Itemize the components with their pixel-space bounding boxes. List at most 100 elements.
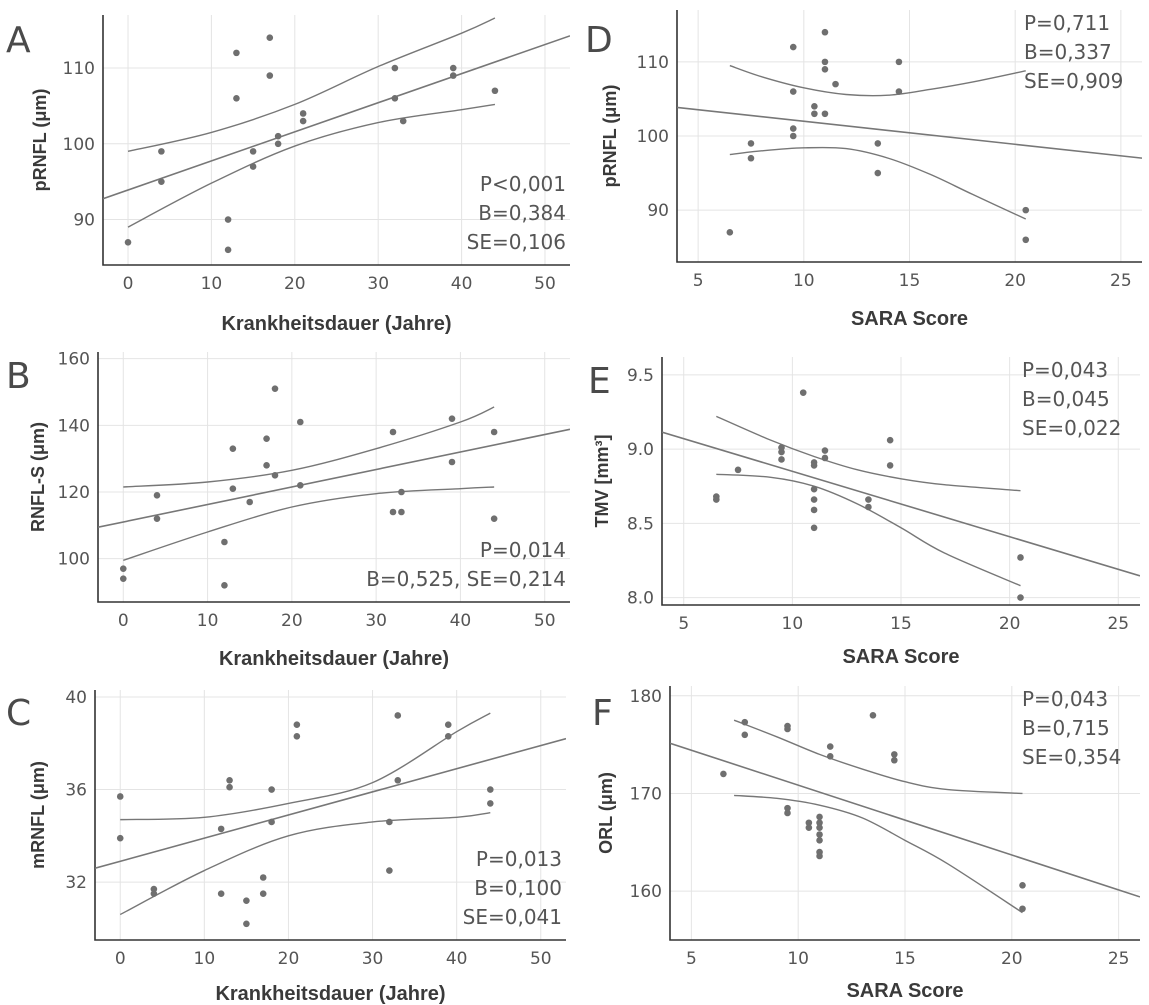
data-point	[226, 783, 233, 791]
data-point	[444, 721, 452, 729]
ci-upper-band	[120, 712, 491, 821]
ci-upper-band	[733, 719, 1023, 795]
x-tick-label: 25	[1107, 614, 1129, 634]
data-point	[784, 809, 791, 817]
panel-f: 5 10 15 20 25 160 170 180 F ORL (μm) SARA Score P=0…	[592, 686, 1140, 1002]
stat-annotation: SE=0,106	[467, 230, 566, 254]
axes	[669, 686, 1140, 941]
x-tick-label: 25	[1108, 949, 1130, 969]
data-point	[891, 751, 898, 758]
ci-lower-band	[729, 146, 1027, 220]
data-point	[816, 837, 823, 844]
data-point	[886, 462, 894, 469]
data-point	[810, 524, 818, 532]
data-point	[394, 712, 402, 719]
data-point	[491, 87, 499, 95]
y-axis-label: TMV [mm³]	[592, 435, 612, 528]
data-point	[398, 508, 405, 516]
stat-annotation: B=0,384	[478, 201, 566, 225]
panel-letter: C	[6, 693, 31, 734]
panel-letter: E	[588, 361, 611, 402]
x-tick-label: 15	[894, 949, 916, 969]
data-point	[399, 117, 407, 125]
data-point	[816, 831, 823, 838]
y-axis-label: mRNFL (μm)	[28, 761, 48, 869]
x-tick-label: 10	[201, 274, 223, 294]
data-point	[821, 28, 829, 36]
data-point	[821, 65, 829, 73]
x-tick-label: 30	[367, 274, 389, 294]
data-point	[448, 458, 456, 466]
y-tick-label: 100	[63, 135, 95, 155]
stat-annotation: P<0,001	[480, 172, 566, 196]
data-point	[487, 800, 494, 807]
ci-upper-band	[123, 406, 495, 488]
data-point	[233, 49, 240, 57]
data-point	[741, 718, 749, 726]
data-point	[741, 731, 749, 739]
data-point	[221, 538, 228, 546]
x-tick-label: 5	[686, 949, 697, 969]
data-point	[229, 485, 237, 492]
data-point	[229, 445, 237, 452]
y-tick-label: 140	[58, 416, 90, 436]
panel-b: 0 10 20 30 40 50 100 120 140 160 B RNFL-S (μm) Krank…	[6, 350, 570, 670]
data-point	[789, 132, 797, 140]
data-point	[224, 246, 232, 254]
stat-annotation: P=0,013	[476, 847, 562, 871]
x-tick-label: 20	[1001, 949, 1023, 969]
y-tick-label: 8.0	[627, 589, 654, 609]
data-point	[233, 95, 240, 102]
ci-lower-band	[734, 794, 1023, 914]
y-tick-label: 170	[630, 784, 662, 804]
data-point	[150, 890, 158, 898]
ci-upper-band	[716, 415, 1021, 492]
x-tick-label: 10	[793, 271, 815, 291]
data-point	[895, 88, 903, 95]
x-tick-label: 20	[284, 274, 306, 294]
ci-lower-band	[119, 811, 491, 916]
data-point	[713, 496, 720, 503]
data-point	[444, 732, 452, 740]
axes	[94, 690, 566, 941]
data-point	[116, 793, 124, 800]
data-point	[153, 515, 161, 522]
data-point	[293, 721, 301, 729]
panel-letter: F	[592, 693, 613, 734]
y-tick-label: 160	[58, 350, 90, 370]
data-point	[150, 885, 158, 893]
data-point	[293, 732, 301, 740]
data-point	[810, 462, 818, 469]
data-point	[274, 132, 282, 140]
data-point	[116, 834, 124, 842]
data-point	[1017, 554, 1024, 561]
panel-e: 5 10 15 20 25 8.0 8.5 9.0 9.5 E TMV [mm³] SARA Scor…	[588, 357, 1140, 668]
data-point	[816, 852, 823, 860]
data-point	[810, 485, 818, 493]
regression-line	[95, 737, 566, 870]
data-point	[296, 418, 304, 426]
data-point	[217, 825, 225, 833]
stat-annotation: SE=0,909	[1024, 69, 1123, 93]
y-tick-label: 8.5	[627, 514, 654, 534]
data-point	[487, 786, 494, 793]
data-point	[1017, 594, 1024, 601]
y-tick-label: 90	[73, 211, 95, 231]
plot-area	[98, 385, 570, 589]
x-axis-label: Krankheitsdauer (Jahre)	[219, 648, 449, 670]
data-point	[226, 776, 233, 784]
x-tick-label: 40	[446, 949, 468, 969]
y-tick-label: 90	[647, 201, 669, 221]
axes	[661, 357, 1140, 606]
data-point	[394, 776, 402, 784]
x-tick-label: 20	[999, 614, 1021, 634]
panel-letter: B	[6, 356, 31, 397]
data-point	[891, 756, 898, 764]
data-point	[153, 492, 161, 499]
data-point	[821, 447, 829, 454]
stat-annotation: SE=0,022	[1022, 416, 1121, 440]
data-point	[865, 496, 872, 503]
